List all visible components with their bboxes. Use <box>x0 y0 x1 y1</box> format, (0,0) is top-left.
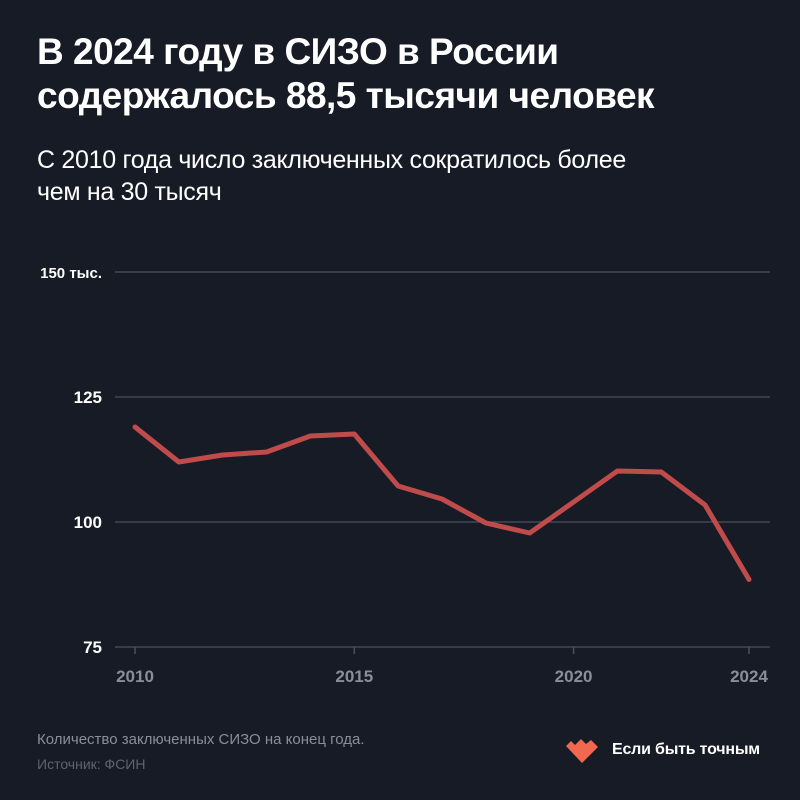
subtitle-line-2: чем на 30 тысяч <box>37 178 222 206</box>
y-gridlines <box>115 271 770 648</box>
title-line-2: содержалось 88,5 тысячи человек <box>37 75 655 116</box>
x-tick-label: 2020 <box>555 667 593 686</box>
brand-label: Если быть точным <box>612 741 760 758</box>
x-tick-label: 2015 <box>335 667 373 686</box>
brand-logo: Если быть точным <box>566 737 760 763</box>
x-axis-ticks: 2010 2015 2020 2024 <box>116 647 768 686</box>
y-axis-labels: 150 тыс. 125 100 75 <box>40 265 102 657</box>
title-line-1: В 2024 году в СИЗО в России <box>37 31 559 72</box>
chart-source: Источник: ФСИН <box>37 756 146 772</box>
chart-title: В 2024 году в СИЗО в России содержалось … <box>37 30 777 118</box>
y-tick-label: 125 <box>74 388 102 407</box>
x-tick-label: 2010 <box>116 667 154 686</box>
y-tick-label: 75 <box>83 638 102 657</box>
series-line <box>132 424 752 582</box>
y-tick-label: 100 <box>74 513 102 532</box>
heart-logo-icon <box>566 739 598 763</box>
x-tick-label: 2024 <box>730 667 768 686</box>
chart-footnote: Количество заключенных СИЗО на конец год… <box>37 731 365 748</box>
y-tick-label: 150 тыс. <box>40 265 102 282</box>
chart-subtitle: С 2010 года число заключенных сократилос… <box>37 144 777 208</box>
subtitle-line-1: С 2010 года число заключенных сократилос… <box>37 146 626 174</box>
